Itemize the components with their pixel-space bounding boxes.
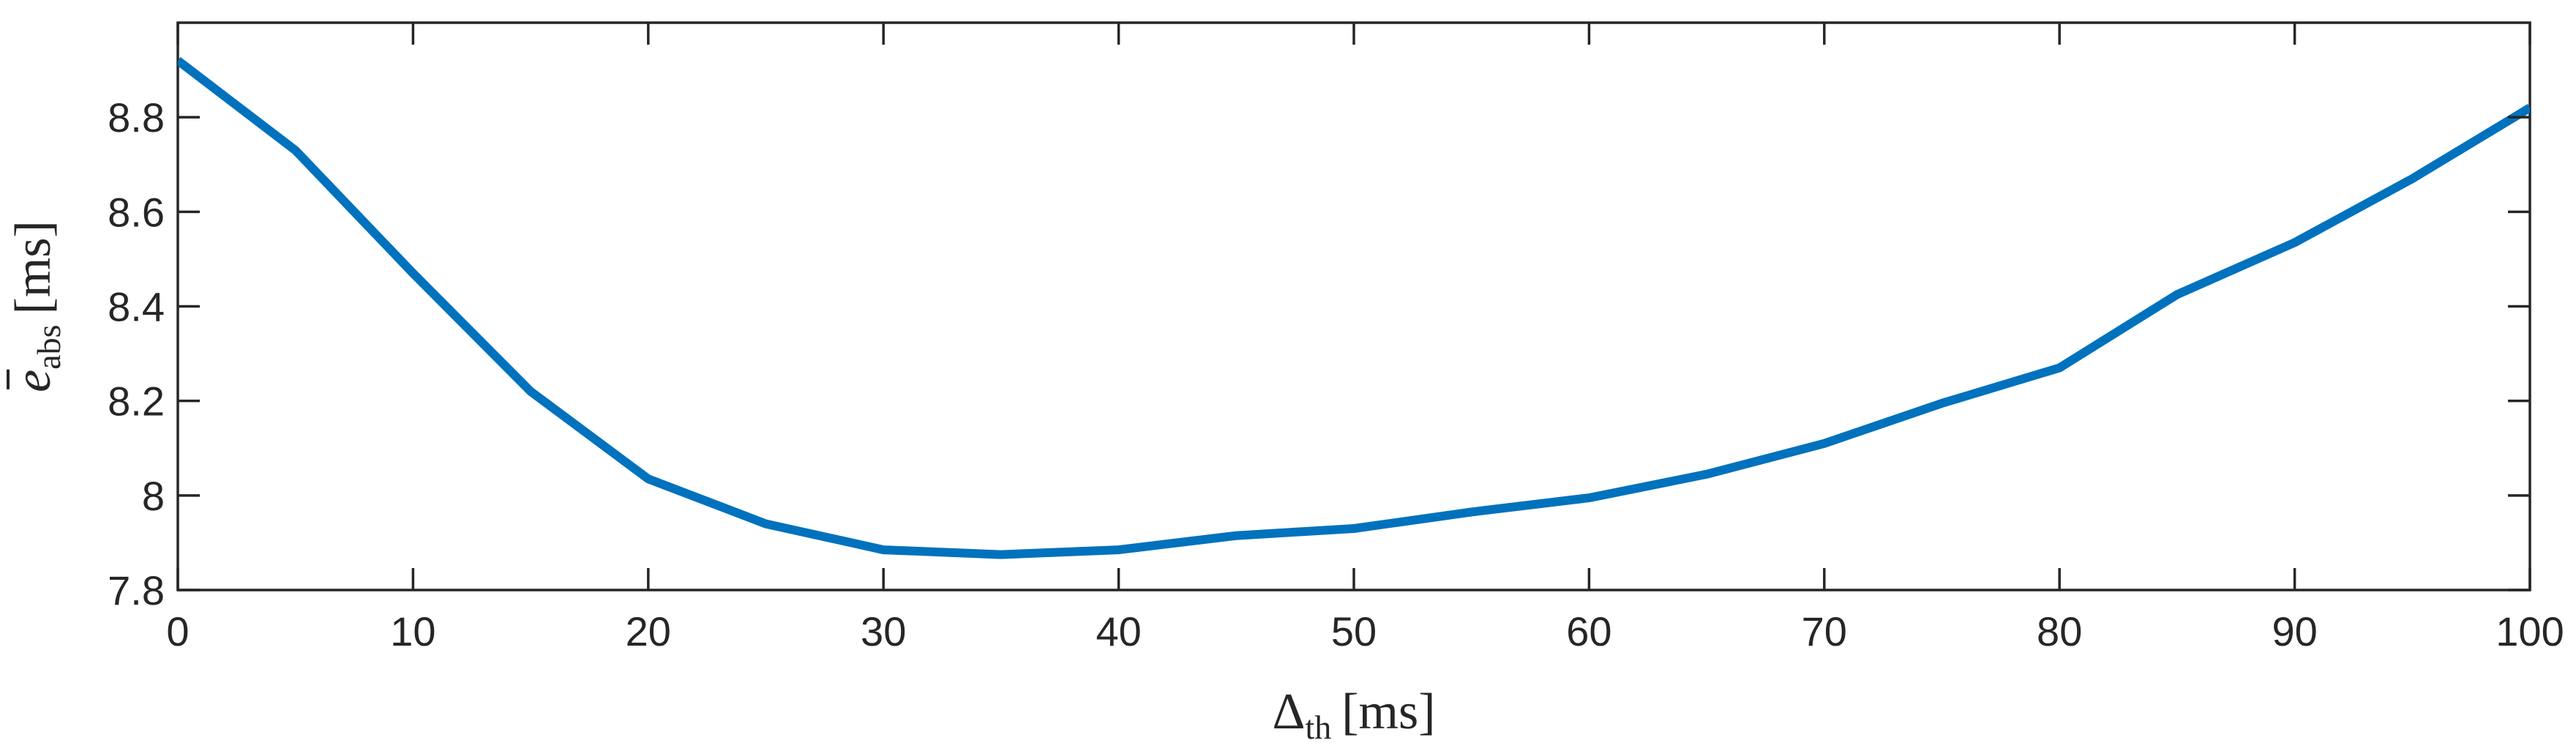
x-tick-label: 10 [390, 608, 435, 654]
y-tick-label: 8.2 [108, 378, 165, 425]
y-tick-label: 7.8 [108, 567, 165, 613]
axes-box [176, 21, 2531, 591]
x-tick-label: 40 [1096, 608, 1141, 654]
y-axis-label-symbol: e [5, 370, 61, 392]
plot-area [176, 21, 2531, 591]
x-axis-label-symbol: Δ [1272, 684, 1305, 740]
x-tick-label: 0 [166, 608, 189, 654]
x-axis-label-unit: [ms] [1341, 684, 1435, 740]
x-tick-label: 50 [1331, 608, 1377, 654]
x-tick-label: 100 [2496, 608, 2564, 654]
x-tick-label: 70 [1802, 608, 1847, 654]
x-tick-label: 80 [2037, 608, 2082, 654]
axis-labels: Δth [ms] eabs [ms] [5, 220, 1436, 746]
y-axis-label-group: eabs [ms] [5, 220, 67, 392]
y-axis-label: eabs [ms] [5, 220, 67, 392]
x-tick-label: 60 [1566, 608, 1611, 654]
y-tick-label: 8 [142, 473, 165, 519]
axis-ticks: 0 10 20 30 40 50 60 70 80 90 100 7.8 8 8.2 8.4 8.6 8.8 [108, 23, 2564, 654]
x-axis-label-subscript: th [1305, 709, 1331, 746]
x-axis-label: Δth [ms] [1272, 684, 1435, 746]
y-axis-label-unit: [ms] [5, 220, 61, 314]
y-axis-label-subscript: abs [30, 324, 67, 369]
y-tick-label: 8.4 [108, 284, 165, 330]
x-tick-label: 20 [626, 608, 671, 654]
x-tick-label: 90 [2272, 608, 2317, 654]
series-line [178, 56, 2530, 559]
y-tick-label: 8.6 [108, 189, 165, 235]
x-tick-label: 30 [861, 608, 906, 654]
y-tick-label: 8.8 [108, 94, 165, 141]
